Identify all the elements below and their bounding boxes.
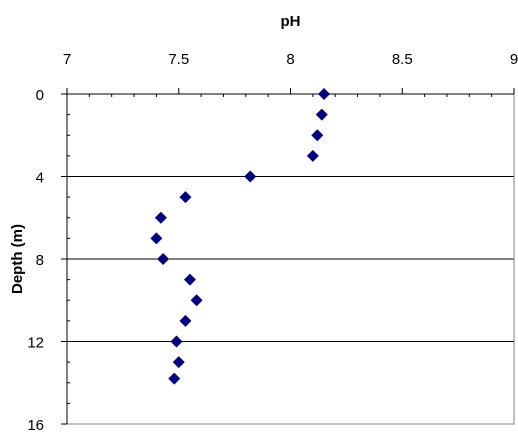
data-point	[150, 232, 163, 245]
y-tick-label: 4	[36, 170, 44, 187]
data-point	[157, 253, 170, 265]
data-point	[168, 372, 181, 385]
data-point	[179, 314, 192, 327]
data-point	[315, 108, 328, 121]
x-axis-title: pH	[281, 13, 301, 30]
data-point	[154, 211, 167, 224]
x-axis-ticks: 7 7.5 8 8.5 9	[63, 51, 518, 97]
x-tick-label: 7	[63, 51, 71, 68]
y-axis-ticks: 0 4 8 12 16	[27, 87, 70, 434]
data-point	[183, 273, 196, 286]
data-points	[150, 88, 331, 385]
x-tick-label: 8	[286, 51, 294, 68]
data-point	[170, 335, 183, 348]
y-tick-label: 8	[36, 252, 44, 269]
data-point	[179, 191, 192, 204]
gridlines	[67, 176, 514, 342]
y-axis-title: Depth (m)	[9, 224, 26, 294]
y-tick-label: 0	[36, 87, 44, 104]
x-tick-label: 8.5	[392, 51, 413, 68]
data-point	[244, 170, 257, 183]
y-tick-label: 16	[27, 417, 44, 434]
data-point	[172, 356, 185, 369]
data-point	[306, 149, 319, 162]
data-point	[190, 294, 203, 307]
x-tick-label: 7.5	[168, 51, 189, 68]
x-tick-label: 9	[510, 51, 518, 68]
data-point	[311, 129, 324, 142]
y-tick-label: 12	[27, 335, 44, 352]
data-point	[318, 88, 331, 100]
